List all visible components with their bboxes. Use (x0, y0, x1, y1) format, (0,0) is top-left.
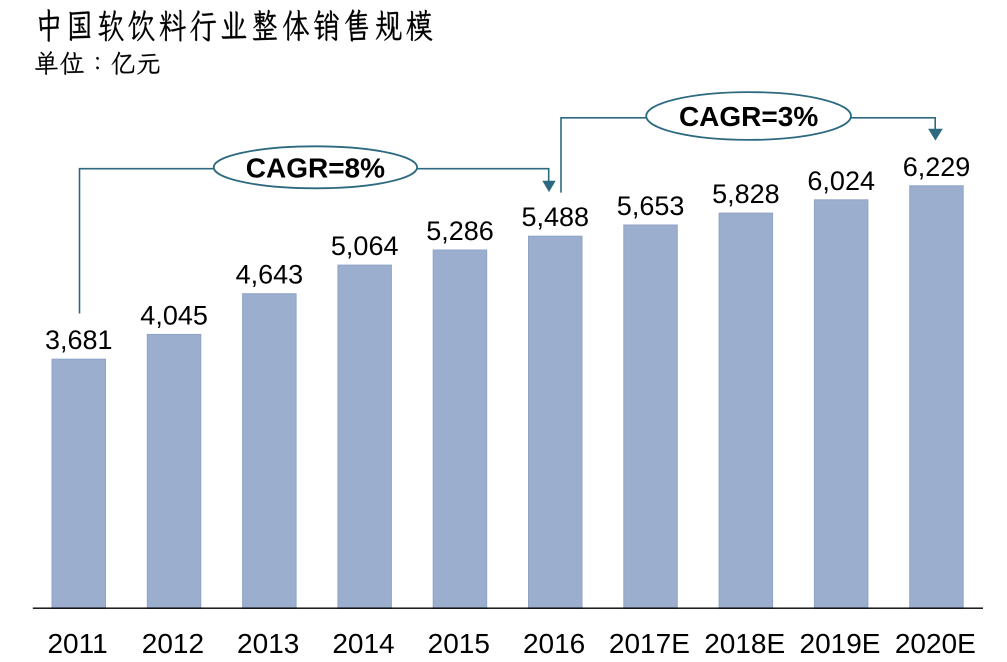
svg-text:2014: 2014 (332, 628, 394, 659)
svg-text:4,045: 4,045 (140, 300, 208, 330)
svg-text:6,229: 6,229 (903, 152, 971, 182)
svg-text:5,653: 5,653 (617, 191, 685, 221)
svg-text:2019E: 2019E (800, 628, 881, 659)
svg-text:2015: 2015 (428, 628, 490, 659)
svg-text:5,828: 5,828 (712, 179, 780, 209)
svg-text:6,024: 6,024 (807, 166, 875, 196)
svg-text:2012: 2012 (142, 628, 204, 659)
svg-text:2011: 2011 (47, 628, 107, 659)
svg-text:2017E: 2017E (609, 628, 690, 659)
svg-text:CAGR=8%: CAGR=8% (246, 152, 385, 183)
svg-text:2018E: 2018E (704, 628, 785, 659)
svg-text:3,681: 3,681 (45, 325, 113, 355)
svg-text:2020E: 2020E (895, 628, 976, 659)
svg-text:4,643: 4,643 (236, 260, 304, 290)
svg-text:5,286: 5,286 (426, 216, 494, 246)
svg-text:2013: 2013 (237, 628, 299, 659)
svg-text:5,488: 5,488 (522, 202, 590, 232)
svg-text:CAGR=3%: CAGR=3% (679, 101, 818, 132)
svg-text:2016: 2016 (523, 628, 585, 659)
svg-text:5,064: 5,064 (331, 231, 399, 261)
